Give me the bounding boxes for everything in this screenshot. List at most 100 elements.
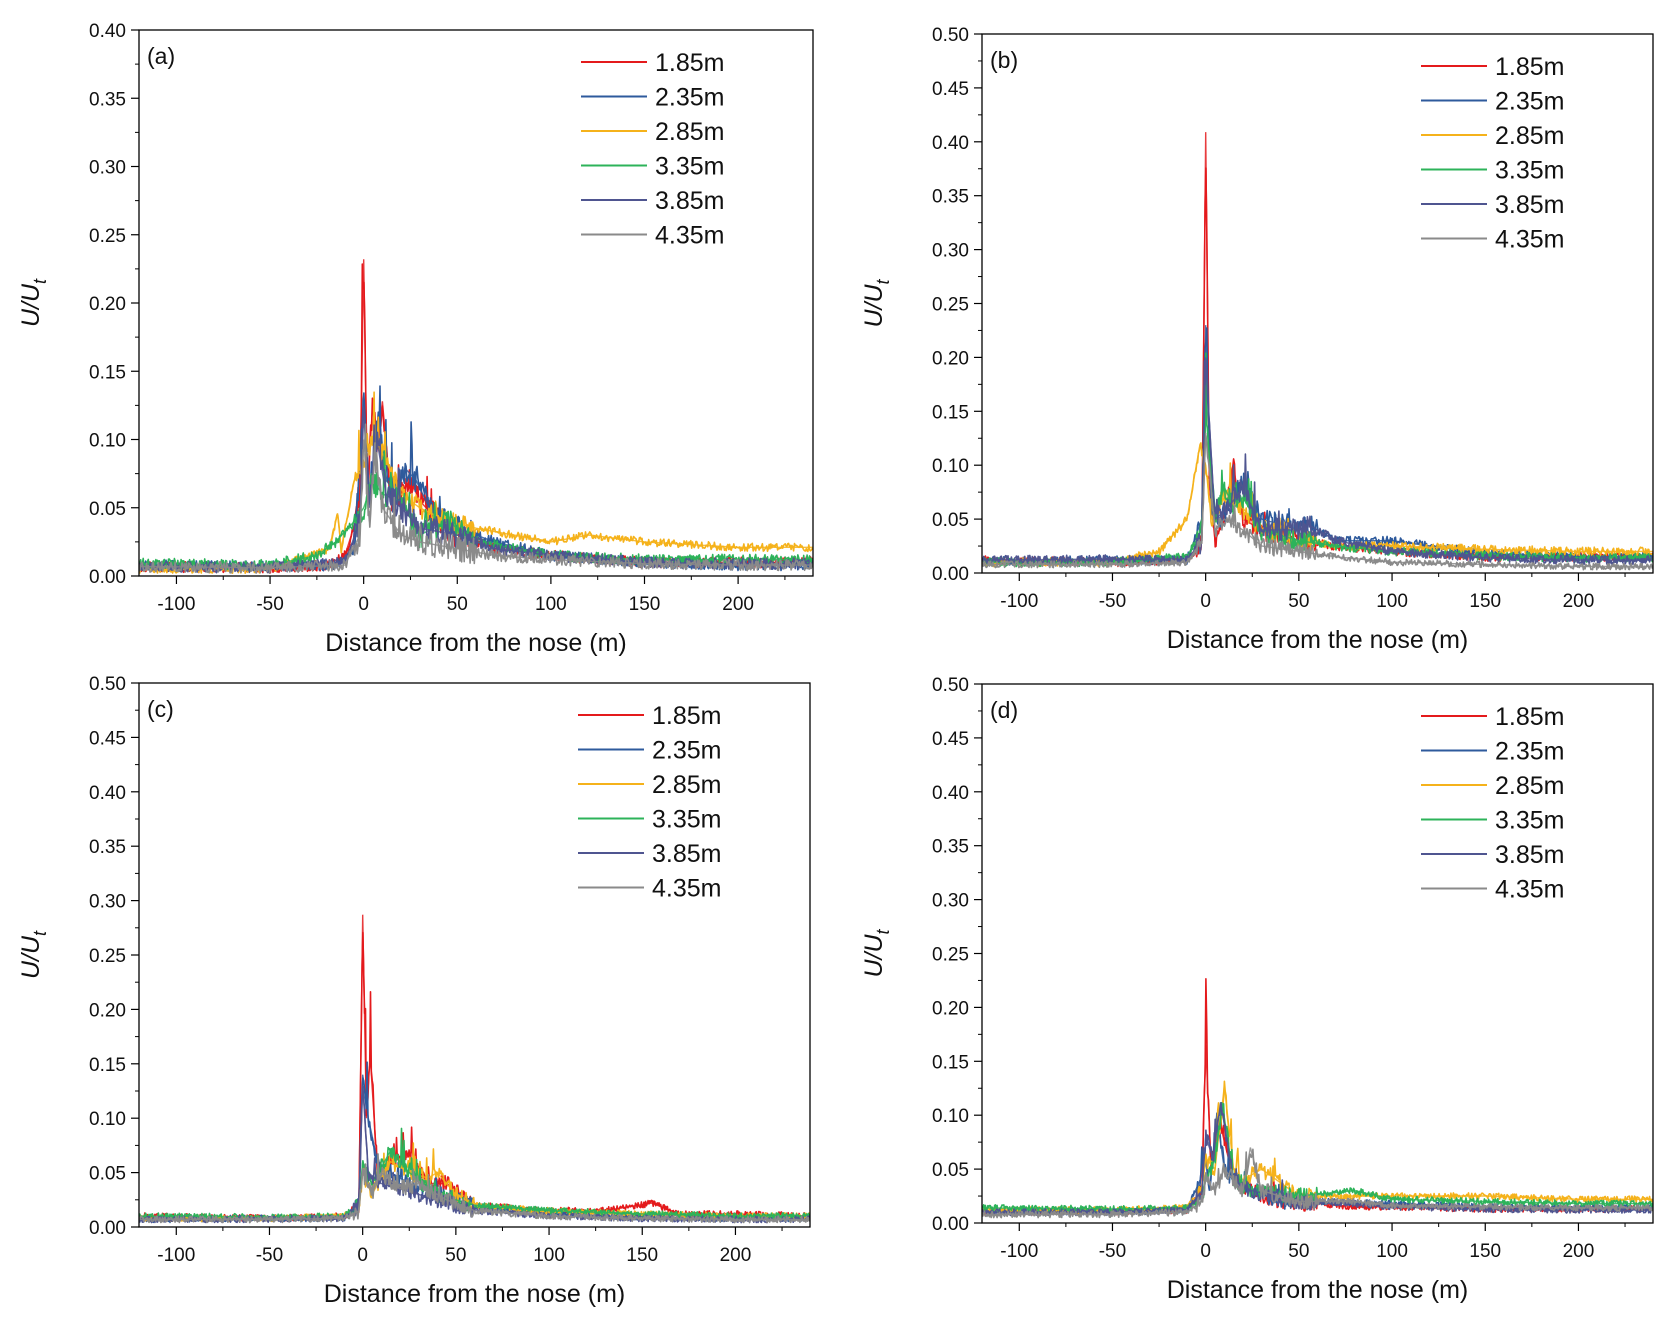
- series-envelope-4.35m: [139, 1171, 810, 1221]
- panel-label: (d): [990, 697, 1018, 723]
- series-envelope-3.35m: [982, 411, 1653, 563]
- chart-panel-c: -100 -50 0 50 100 150 200 0.00 0.05 0.10 0.15 0.20 0…: [17, 674, 811, 1308]
- x-tick-label: 50: [445, 1245, 466, 1266]
- y-tick-label: 0.25: [89, 946, 126, 967]
- y-tick-label: 0.20: [932, 998, 969, 1019]
- x-axis-title: Distance from the nose (m): [324, 1280, 626, 1308]
- x-tick-label: 150: [629, 594, 661, 615]
- x-tick-label: -100: [1000, 1241, 1038, 1262]
- x-tick-label: -100: [1000, 591, 1038, 612]
- series-envelope-3.85m: [982, 357, 1653, 561]
- x-tick-label: 200: [720, 1245, 752, 1266]
- x-tick-label: -50: [1099, 1241, 1126, 1262]
- series-line-1.85m: [139, 263, 813, 574]
- legend-label: 3.35m: [1495, 157, 1564, 185]
- y-axis-title-sub: t: [30, 278, 50, 284]
- y-tick-label: 0.10: [89, 431, 126, 452]
- legend-label: 1.85m: [1495, 703, 1564, 731]
- y-axis-title-main: U/U: [17, 935, 45, 979]
- panel-label: (a): [147, 43, 175, 69]
- y-tick-label: 0.05: [89, 1164, 126, 1185]
- y-tick-label: 0.25: [932, 945, 969, 966]
- legend-label: 1.85m: [652, 702, 721, 730]
- series-line-1.85m: [139, 931, 810, 1222]
- y-tick-label: 0.40: [932, 133, 969, 154]
- legend-label: 2.85m: [1495, 122, 1564, 150]
- y-tick-label: 0.45: [89, 728, 126, 749]
- series-envelope-2.85m: [139, 437, 813, 570]
- y-axis-title: U/Ut: [860, 928, 893, 977]
- legend-label: 2.85m: [652, 771, 721, 799]
- plot-frame: [138, 29, 814, 577]
- legend-label: 4.35m: [1495, 226, 1564, 254]
- y-tick-label: 0.40: [932, 783, 969, 804]
- y-axis-title: U/Ut: [17, 278, 50, 327]
- x-tick-label: 0: [1200, 1241, 1211, 1262]
- y-tick-label: 0.10: [932, 1106, 969, 1127]
- legend-label: 3.35m: [652, 806, 721, 834]
- legend-label: 3.85m: [652, 840, 721, 868]
- y-tick-label: 0.30: [932, 241, 969, 262]
- y-tick-label: 0.50: [932, 675, 969, 696]
- y-tick-label: 0.00: [932, 564, 969, 585]
- y-tick-label: 0.25: [89, 226, 126, 247]
- series-line-1.85m: [982, 977, 1653, 1217]
- chart-panel-d: -100 -50 0 50 100 150 200 0.00 0.05 0.10 0.15 0.20 0…: [860, 675, 1654, 1304]
- legend-label: 2.35m: [1495, 738, 1564, 766]
- series-line-4.35m: [982, 1148, 1653, 1219]
- y-axis-title-main: U/U: [860, 934, 888, 978]
- y-tick-label: 0.40: [89, 21, 126, 42]
- y-tick-label: 0.00: [932, 1214, 969, 1235]
- y-tick-label: 0.20: [89, 294, 126, 315]
- series-envelope-1.85m: [139, 914, 810, 1220]
- y-tick-label: 0.35: [932, 187, 969, 208]
- y-axis-title-main: U/U: [17, 283, 45, 327]
- x-tick-label: 200: [722, 594, 754, 615]
- x-tick-label: 50: [447, 594, 468, 615]
- panel-label: (b): [990, 47, 1018, 73]
- x-tick-label: 150: [626, 1245, 658, 1266]
- series-line-2.85m: [982, 442, 1653, 568]
- series-group: [982, 132, 1653, 571]
- y-axis-title-sub: t: [873, 278, 893, 284]
- legend-label: 3.35m: [655, 153, 724, 181]
- x-axis-title: Distance from the nose (m): [1167, 1276, 1469, 1304]
- x-tick-label: 150: [1469, 1241, 1501, 1262]
- panel-label: (c): [147, 696, 174, 722]
- legend-label: 4.35m: [1495, 876, 1564, 904]
- y-tick-label: 0.25: [932, 295, 969, 316]
- y-tick-label: 0.35: [89, 89, 126, 110]
- y-tick-label: 0.05: [932, 510, 969, 531]
- legend-label: 3.85m: [655, 187, 724, 215]
- y-tick-label: 0.10: [932, 456, 969, 477]
- y-tick-label: 0.45: [932, 729, 969, 750]
- legend-label: 2.85m: [655, 118, 724, 146]
- x-tick-label: 0: [1200, 591, 1211, 612]
- y-tick-label: 0.20: [932, 348, 969, 369]
- series-line-4.35m: [982, 434, 1653, 571]
- legend-label: 4.35m: [655, 222, 724, 250]
- y-axis-title-sub: t: [873, 928, 893, 934]
- plot-frame: [138, 682, 811, 1228]
- y-tick-label: 0.15: [89, 1055, 126, 1076]
- chart-panel-a: -100 -50 0 50 100 150 200 0.00 0.05 0.10 0.15 0.20 0…: [17, 21, 814, 657]
- y-tick-label: 0.50: [89, 674, 126, 695]
- legend-label: 2.35m: [1495, 88, 1564, 116]
- x-tick-label: -50: [256, 594, 283, 615]
- y-tick-label: 0.10: [89, 1109, 126, 1130]
- legend-label: 2.85m: [1495, 772, 1564, 800]
- x-tick-label: 0: [357, 1245, 368, 1266]
- y-tick-label: 0.50: [932, 25, 969, 46]
- chart-panel-b: -100 -50 0 50 100 150 200 0.00 0.05 0.10 0.15 0.20 0…: [860, 25, 1654, 654]
- series-envelope-4.35m: [982, 432, 1653, 568]
- series-envelope-1.85m: [982, 1045, 1653, 1213]
- legend-label: 1.85m: [1495, 53, 1564, 81]
- y-tick-label: 0.35: [932, 837, 969, 858]
- x-tick-label: 200: [1563, 1241, 1595, 1262]
- y-axis-title: U/Ut: [860, 278, 893, 327]
- series-envelope-4.35m: [982, 1147, 1653, 1216]
- series-line-3.35m: [139, 1127, 810, 1222]
- x-tick-label: 50: [1288, 591, 1309, 612]
- legend-label: 3.35m: [1495, 807, 1564, 835]
